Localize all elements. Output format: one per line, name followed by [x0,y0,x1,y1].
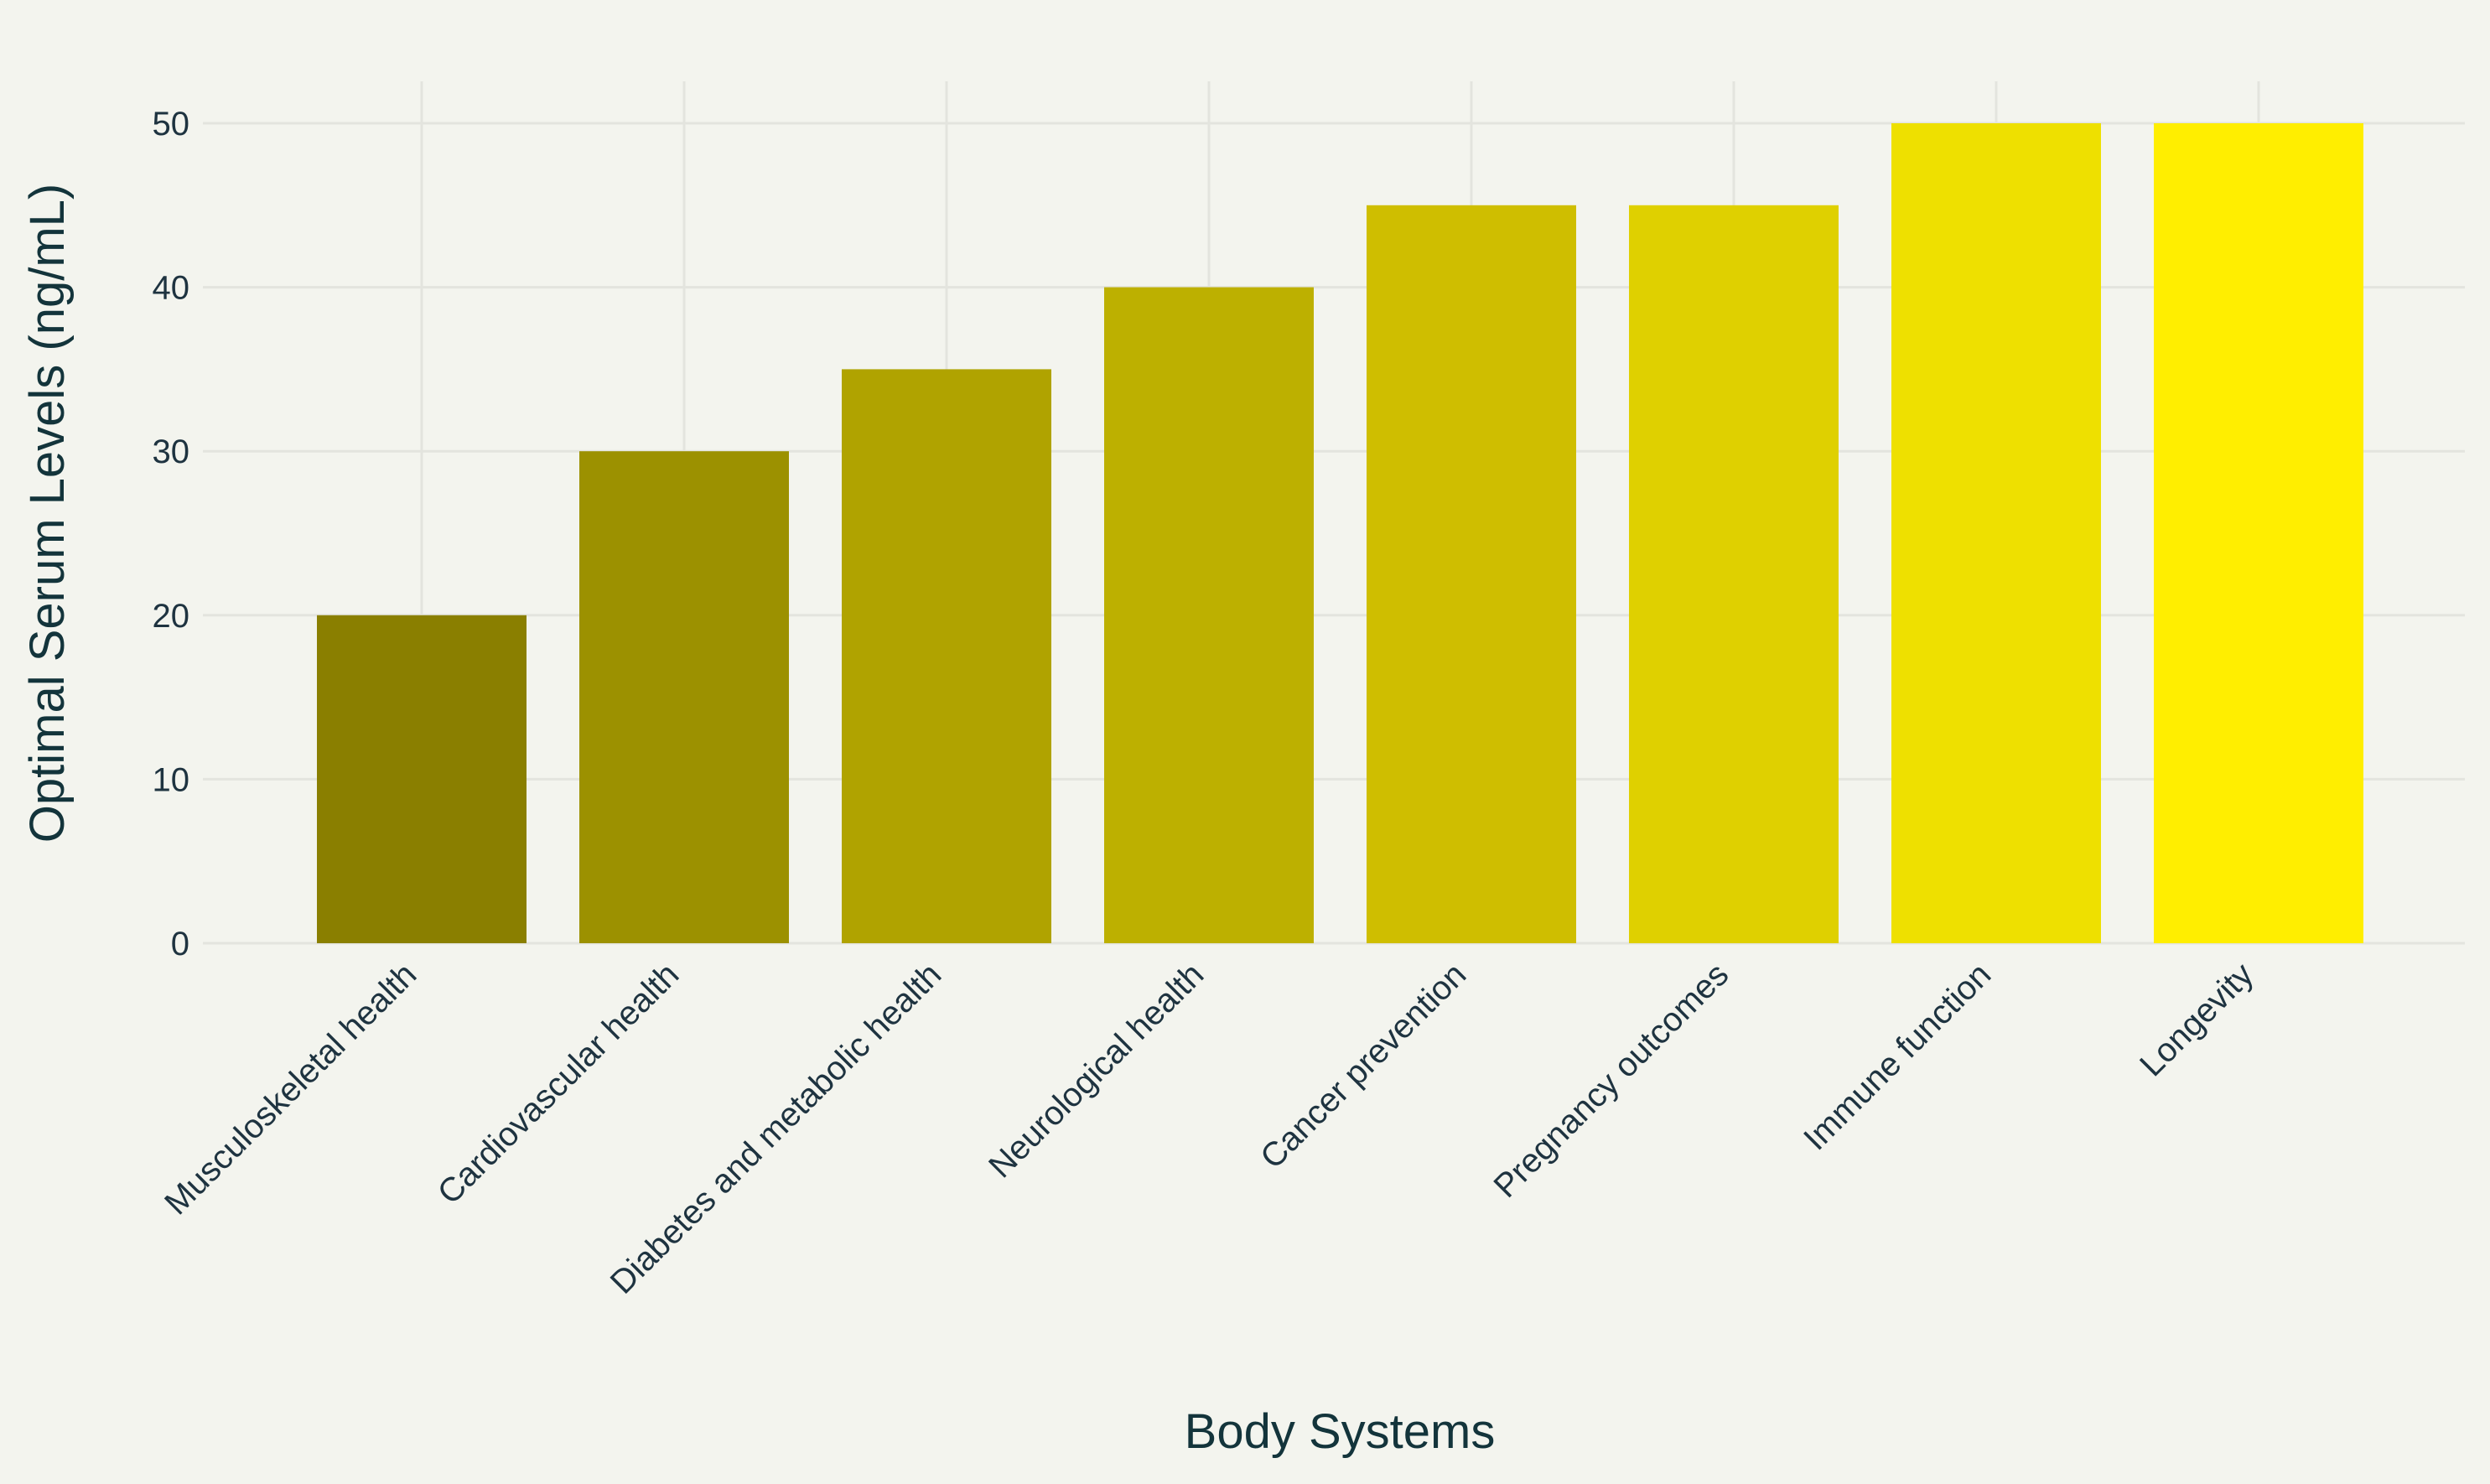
bar [317,615,527,943]
x-tick-label: Longevity [2133,956,2260,1083]
y-axis-ticks: 0 10 20 30 40 50 [153,106,190,963]
x-tick-label: Musculoskeletal health [158,956,423,1222]
bars [317,123,2363,944]
bar [2154,123,2363,943]
y-tick-label: 30 [153,433,190,470]
bar [1104,287,1314,944]
x-tick-label: Cardiovascular health [431,956,687,1212]
x-tick-label: Immune function [1797,956,1998,1157]
x-tick-label: Neurological health [982,956,1211,1185]
x-axis-title: Body Systems [1185,1404,1496,1459]
bar [1367,205,1576,944]
y-tick-label: 40 [153,270,190,307]
bar [579,451,789,943]
y-axis-title: Optimal Serum Levels (ng/mL) [20,184,75,843]
x-axis-ticks: Musculoskeletal health Cardiovascular hea… [158,956,2260,1301]
grid-lines [203,81,2465,945]
bar [1629,205,1839,944]
x-tick-label: Pregnancy outcomes [1487,956,1736,1205]
x-tick-label: Cancer prevention [1253,956,1473,1175]
y-tick-label: 20 [153,598,190,635]
y-tick-label: 0 [171,926,189,963]
y-tick-label: 10 [153,761,190,798]
bar [1891,123,2101,943]
bar [842,369,1051,943]
y-tick-label: 50 [153,106,190,143]
